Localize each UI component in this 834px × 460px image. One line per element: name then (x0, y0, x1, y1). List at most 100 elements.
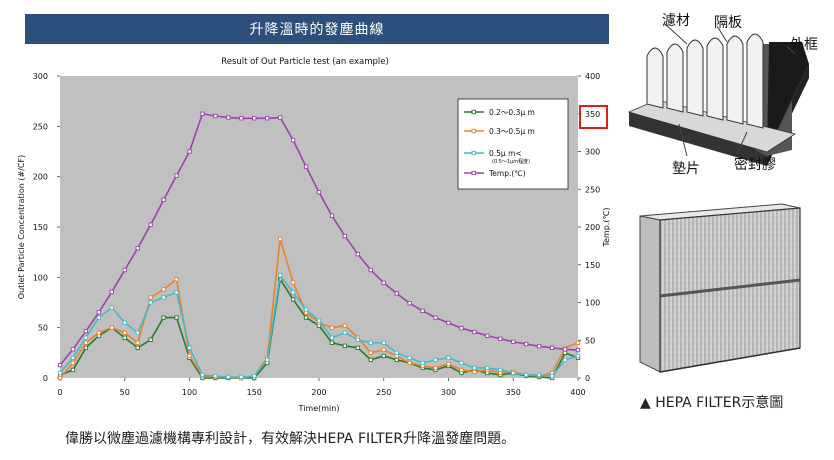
series-2-point (122, 320, 127, 325)
series-2-point (187, 345, 192, 350)
series-2-point (303, 307, 309, 312)
series-3-point (368, 267, 373, 273)
series-0-point (381, 353, 386, 359)
label-separator: 隔板 (714, 15, 742, 31)
series-3-point (316, 190, 322, 195)
series-2-point (290, 290, 296, 295)
series-1-point (161, 287, 166, 292)
series-2-point (420, 360, 425, 366)
series-2-point (394, 350, 399, 355)
series-1-point (342, 323, 348, 328)
y2-axis-label: Temp.(℃) (602, 207, 610, 247)
x-tick-label: 100 (182, 388, 197, 397)
series-2-point (316, 318, 322, 323)
series-1-point (290, 280, 296, 285)
series-2-point (96, 315, 102, 320)
series-3-point (239, 116, 244, 121)
series-0-point (122, 335, 127, 340)
series-1-point (148, 295, 153, 300)
series-2-point (342, 330, 348, 335)
series-3-point (187, 149, 192, 154)
series-3-point (57, 363, 63, 368)
series-0-point (135, 345, 140, 350)
series-2-point (135, 330, 140, 335)
series-3-point (135, 245, 140, 251)
x-tick-label: 300 (441, 388, 456, 397)
y2-tick-label: 0 (585, 374, 590, 383)
legend: 0.2～0.3μ m 0.3～0.5μ m 0.5μ m<(0.5～1μm程度) Te… (457, 98, 569, 190)
y2-tick-label: 100 (585, 299, 600, 308)
series-3-point (265, 116, 270, 121)
series-3-point (524, 341, 529, 347)
series-2-point (433, 357, 438, 363)
series-2-point (278, 273, 283, 278)
x-tick-label: 250 (376, 388, 391, 397)
series-1-point (433, 365, 438, 371)
series-2-point (524, 372, 529, 378)
series-2-point (213, 373, 218, 379)
legend-label-0: 0.2～0.3μ m (489, 108, 535, 117)
series-1-point (329, 325, 335, 330)
series-3-point (549, 345, 555, 350)
series-1-point (96, 330, 102, 335)
series-3-point (96, 310, 102, 315)
y2-tick-label: 50 (585, 336, 595, 345)
series-1-point (446, 361, 451, 367)
legend-marker-0 (471, 109, 476, 115)
series-1-point (135, 340, 140, 345)
series-3-point (355, 252, 360, 257)
series-1-point (57, 375, 63, 381)
series-0-point (161, 315, 166, 320)
series-2-point (368, 340, 373, 345)
x-tick-label: 350 (506, 388, 521, 397)
y2-tick-label: 250 (585, 185, 600, 194)
series-3-point (252, 116, 257, 121)
banner: 升降溫時的發塵曲線 (25, 14, 609, 44)
series-3-point (278, 115, 283, 120)
series-3-point (511, 339, 516, 344)
series-3-point (420, 308, 425, 313)
series-1-point (187, 353, 192, 359)
caption: 偉勝以微塵過濾機構專利設計，有效解決HEPA FILTER升降溫發塵問題。 (65, 431, 516, 447)
series-2-point (549, 373, 555, 379)
series-2-point (174, 290, 179, 295)
y-axis-label: Outlet Particle Concentration (#/CF) (17, 155, 26, 299)
series-3-point (329, 213, 335, 218)
y-tick-label: 150 (33, 223, 48, 232)
series-3-point (290, 138, 296, 143)
y-tick-label: 200 (33, 173, 48, 182)
series-1-point (70, 360, 76, 366)
series-1-point (109, 325, 114, 330)
label-frame: 外框 (790, 37, 818, 53)
x-axis-label: Time(min) (298, 404, 340, 413)
x-tick-label: 200 (311, 388, 326, 397)
y2-tick-label: 350 (585, 110, 600, 119)
banner-title: 升降溫時的發塵曲線 (249, 22, 385, 38)
series-1-point (407, 360, 412, 366)
hepa-caption: ▲ HEPA FILTER示意圖 (640, 395, 784, 411)
series-3-point (485, 333, 490, 338)
series-0-point (342, 343, 348, 348)
legend-box (457, 98, 569, 190)
series-1-point (381, 347, 386, 352)
legend-label-2: 0.5μ m< (489, 149, 522, 158)
y2-tick-label: 400 (585, 72, 600, 81)
series-2-point (109, 305, 114, 310)
series-2-point (252, 373, 257, 379)
x-tick-label: 400 (570, 388, 585, 397)
series-0-point (290, 297, 296, 302)
legend-marker-2 (471, 150, 476, 156)
series-1-point (174, 277, 179, 282)
series-3-point (342, 233, 348, 239)
series-0-point (355, 345, 360, 350)
series-0-point (70, 367, 76, 373)
series-3-point (498, 336, 503, 341)
series-2-point (459, 360, 464, 366)
series-3-point (446, 320, 451, 326)
series-0-point (83, 345, 89, 350)
label-filter-media: 濾材 (662, 13, 690, 29)
series-3-point (200, 111, 205, 116)
chart-title: Result of Out Particle test (an example) (221, 57, 389, 67)
legend-marker-1 (471, 128, 476, 134)
series-2-point (200, 372, 205, 378)
